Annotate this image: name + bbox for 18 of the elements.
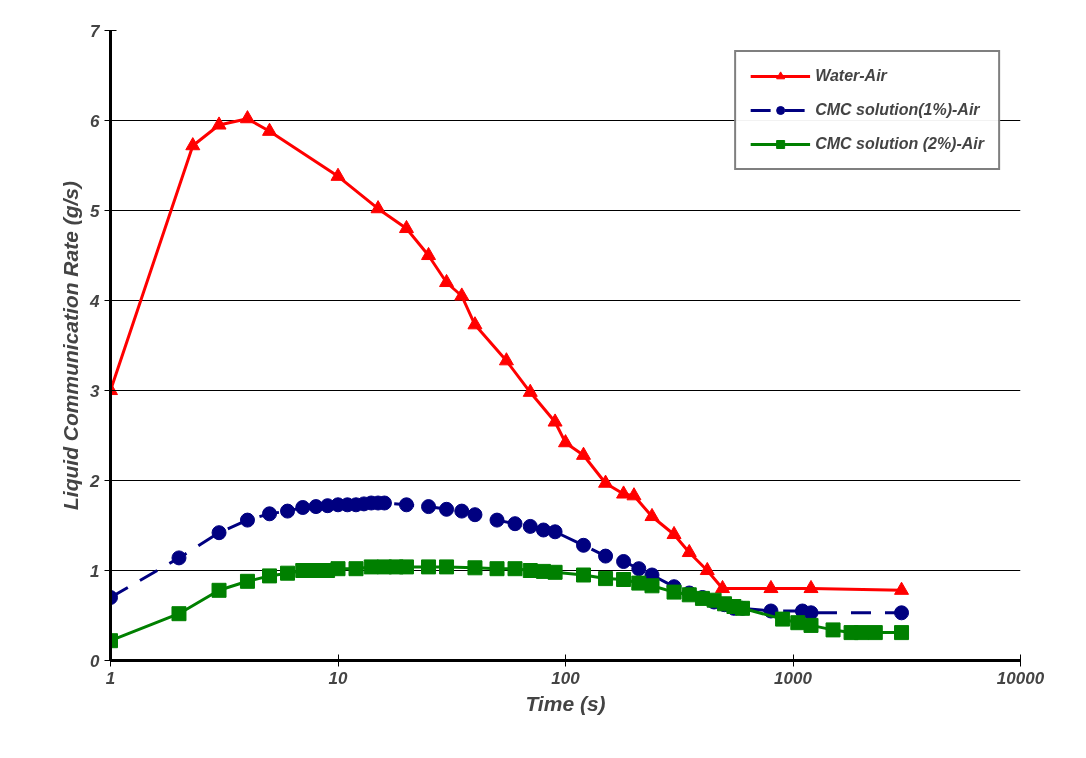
y-axis-title: Liquid Communication Rate (g/s) xyxy=(59,180,83,510)
y-tick-label: 0 xyxy=(90,651,101,671)
y-tick-label: 1 xyxy=(90,561,100,581)
x-tick-label: 100 xyxy=(551,668,581,688)
x-tick-label: 10 xyxy=(328,668,348,688)
x-tick-label: 1 xyxy=(105,668,116,688)
y-tick-label: 4 xyxy=(89,291,101,311)
y-tick-label: 2 xyxy=(89,471,101,491)
x-tick-label: 1000 xyxy=(774,668,813,688)
legend-label: CMC solution (2%)-Air xyxy=(815,135,984,153)
y-tick-label: 7 xyxy=(90,21,102,41)
y-tick-label: 5 xyxy=(90,201,101,221)
x-axis-title: Time (s) xyxy=(525,691,606,715)
y-tick-label: 3 xyxy=(90,381,101,401)
legend-label: CMC solution(1%)-Air xyxy=(815,101,980,119)
legend-label: Water-Air xyxy=(815,67,887,85)
y-tick-label: 6 xyxy=(90,111,101,131)
x-tick-label: 10000 xyxy=(996,668,1045,688)
